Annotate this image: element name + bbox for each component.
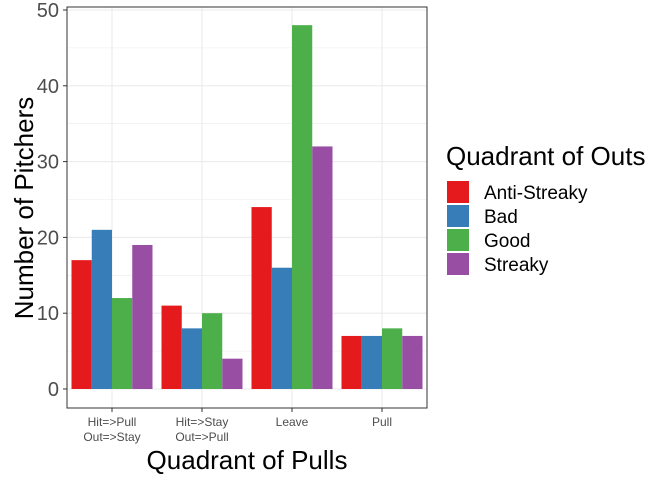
plot-panel-border: [66, 6, 428, 409]
legend-swatch: [447, 181, 469, 203]
bar: [202, 313, 223, 389]
bar: [292, 25, 313, 389]
bar: [402, 335, 423, 389]
y-axis-label: Number of Pitchers: [9, 97, 39, 320]
x-tick-label: Out=>Pull: [175, 430, 228, 444]
legend-title: Quadrant of Outs: [446, 141, 645, 171]
bars: [71, 25, 423, 389]
x-tick-label: Pull: [372, 415, 392, 429]
y-tick-label: 0: [48, 379, 59, 401]
bar: [112, 298, 133, 389]
legend-label: Good: [484, 231, 530, 252]
x-tick-label: Hit=>Pull: [88, 415, 137, 429]
x-tick-label: Hit=>Stay: [176, 415, 229, 429]
legend-label: Anti-Streaky: [484, 183, 588, 204]
bar: [341, 335, 362, 389]
bar: [382, 328, 403, 389]
bar: [271, 267, 292, 389]
legend-label: Bad: [484, 207, 518, 228]
y-tick-label: 20: [37, 227, 59, 249]
y-tick-label: 40: [37, 76, 59, 98]
y-tick-label: 10: [37, 303, 59, 325]
bar: [361, 335, 382, 389]
bar: [132, 244, 153, 389]
bar: [71, 260, 92, 389]
legend-swatch: [447, 253, 469, 275]
y-tick-label: 50: [37, 0, 59, 22]
legend: Quadrant of Outs Anti-Streaky Bad Good Stre…: [446, 141, 645, 276]
y-tick-label: 30: [37, 152, 59, 174]
x-tick-label: Leave: [276, 415, 309, 429]
legend-swatch: [447, 205, 469, 227]
bar: [161, 305, 182, 389]
x-tick-label: Out=>Stay: [83, 430, 140, 444]
bar: [91, 229, 112, 389]
legend-swatch: [447, 229, 469, 251]
bar: [222, 358, 243, 389]
bar: [312, 146, 333, 389]
legend-label: Streaky: [484, 255, 549, 276]
y-axis: 0 10 20 30 40 50: [37, 0, 67, 401]
x-axis-label: Quadrant of Pulls: [147, 445, 348, 475]
bar: [251, 207, 272, 389]
bar: [181, 328, 202, 389]
